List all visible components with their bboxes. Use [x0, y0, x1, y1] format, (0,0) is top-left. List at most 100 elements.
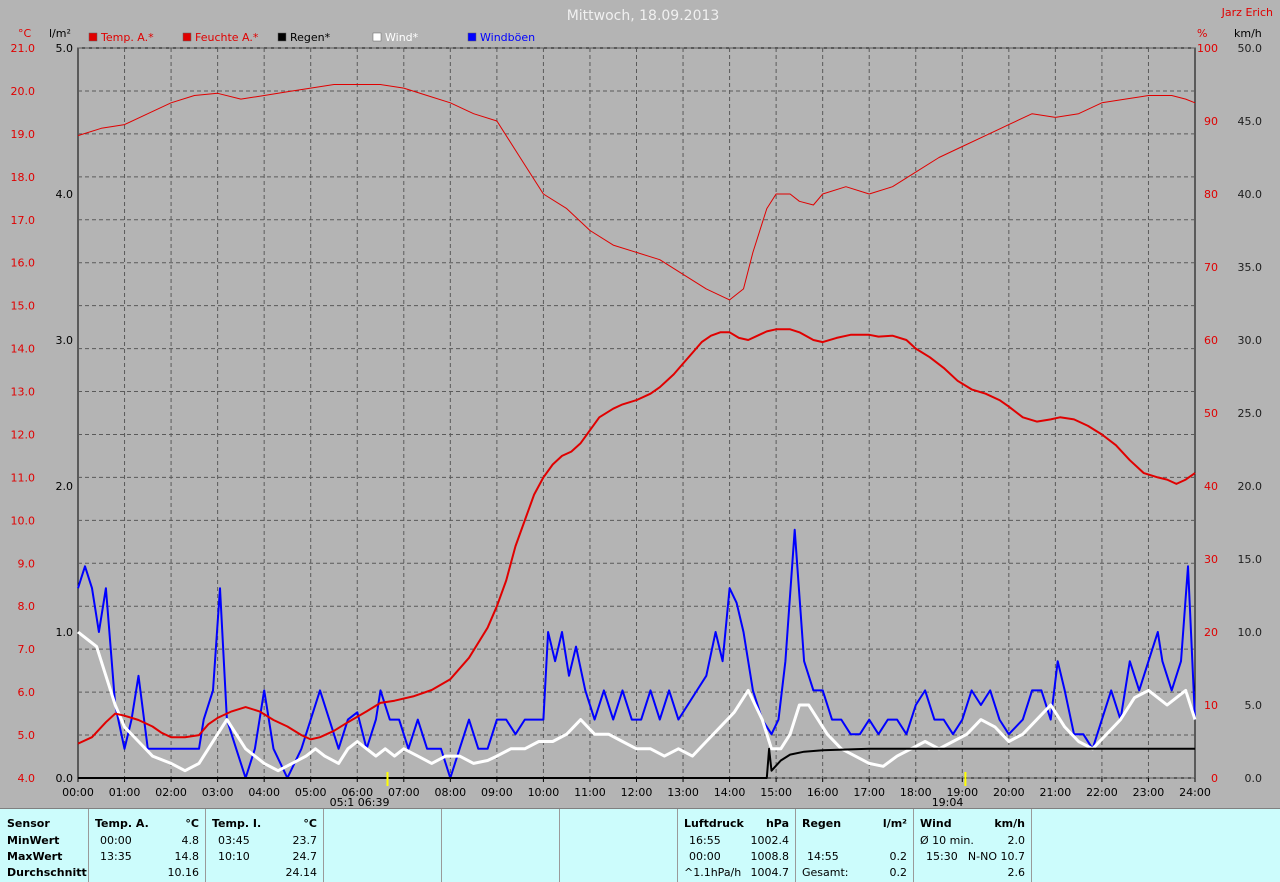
wind-avg10: 2.0 — [1007, 834, 1026, 847]
series-line-feuchte-a — [77, 84, 1196, 301]
temp-a-min-time: 00:00 — [100, 834, 132, 847]
humidity-tick-label: 30 — [1204, 553, 1218, 566]
wind-tick-label: 10.0 — [1238, 626, 1263, 639]
sensor-header: Sensor — [7, 817, 50, 830]
humidity-tick-label: 50 — [1204, 407, 1218, 420]
temp-tick-label: 9.0 — [18, 557, 36, 570]
humidity-tick-label: 20 — [1204, 626, 1218, 639]
sunrise-label: 05:1 06:39 — [330, 796, 390, 808]
temp-i-unit: °C — [303, 817, 317, 830]
humidity-tick-label: 70 — [1204, 261, 1218, 274]
series-group — [77, 84, 1197, 779]
time-tick-label: 22:00 — [1086, 786, 1118, 799]
time-tick-label: 02:00 — [155, 786, 187, 799]
wind-tick-label: 20.0 — [1238, 480, 1263, 493]
temp-tick-label: 11.0 — [11, 471, 36, 484]
sunset-label: 19:04 — [932, 796, 964, 808]
wind-tick-label: 45.0 — [1238, 115, 1263, 128]
temp-tick-label: 19.0 — [11, 128, 36, 141]
series-line-windb-en — [77, 528, 1196, 779]
luftdruck-max-time: 00:00 — [689, 850, 721, 863]
time-tick-label: 23:00 — [1133, 786, 1165, 799]
temp-i-min: 23.7 — [292, 834, 318, 847]
legend-swatch — [88, 32, 98, 42]
temp-tick-label: 4.0 — [18, 772, 36, 785]
rain-tick-label: 2.0 — [56, 480, 74, 493]
legend: Temp. A.* Feuchte A.* Regen* Wind* Windböen — [88, 31, 535, 44]
temp-tick-label: 17.0 — [11, 214, 36, 227]
stats-col-empty-3 — [560, 809, 678, 882]
temp-i-header: Temp. I. — [212, 817, 262, 830]
wind-avg: 2.6 — [1007, 866, 1026, 879]
rain-tick-label: 5.0 — [56, 42, 74, 55]
temp-a-unit: °C — [185, 817, 199, 830]
time-tick-label: 15:00 — [760, 786, 792, 799]
legend-label: Temp. A.* — [100, 31, 154, 44]
stats-col-empty-4 — [1032, 809, 1280, 882]
rain-tick-label: 3.0 — [56, 334, 74, 347]
wind-tick-label: 40.0 — [1238, 188, 1263, 201]
time-tick-label: 19:00 — [946, 786, 978, 799]
temp-tick-label: 10.0 — [11, 514, 36, 527]
time-tick-label: 18:00 — [900, 786, 932, 799]
temp-tick-label: 8.0 — [18, 600, 36, 613]
stats-col-empty-1 — [324, 809, 442, 882]
temp-a-avg: 10.16 — [167, 866, 200, 879]
time-axis: 00:00 01:00 02:00 03:00 04:00 05:00 06:00 07:00… — [62, 778, 1211, 799]
wind-unit: km/h — [994, 817, 1025, 830]
time-tick-label: 14:00 — [714, 786, 746, 799]
stats-col-temp-a: Temp. A. °C 00:00 4.8 13:35 14.8 10.16 — [89, 809, 206, 882]
unit-rain: l/m² — [49, 27, 71, 40]
row-label-min: MinWert — [7, 834, 60, 847]
stats-col-luftdruck: Luftdruck hPa 16:55 1002.4 00:00 1008.8 … — [678, 809, 796, 882]
time-tick-label: 11:00 — [574, 786, 606, 799]
regen-unit: l/m² — [882, 817, 907, 830]
time-tick-label: 00:00 — [62, 786, 94, 799]
regen-header: Regen — [802, 817, 842, 830]
temp-tick-label: 6.0 — [18, 686, 36, 699]
wind-tick-label: 5.0 — [1245, 699, 1263, 712]
temp-tick-label: 5.0 — [18, 729, 36, 742]
temp-axis: 21.0 20.0 19.0 18.0 17.0 16.0 15.0 14.0 13.0 12.0… — [11, 42, 36, 785]
stats-col-empty-2 — [442, 809, 560, 882]
luftdruck-min-time: 16:55 — [689, 834, 721, 847]
weather-chart: Mittwoch, 18.09.2013 Jarz Erich °C l/m² … — [11, 6, 1274, 808]
wind-tick-label: 35.0 — [1238, 261, 1263, 274]
unit-wind: km/h — [1234, 27, 1262, 40]
time-tick-label: 24:00 — [1179, 786, 1211, 799]
rain-tick-label: 4.0 — [56, 188, 74, 201]
time-tick-label: 04:00 — [248, 786, 280, 799]
rain-axis: 5.0 4.0 3.0 2.0 1.0 0.0 — [56, 42, 74, 785]
legend-label: Regen* — [290, 31, 331, 44]
humidity-tick-label: 40 — [1204, 480, 1218, 493]
luftdruck-trend: ^1.1hPa/h — [684, 866, 742, 879]
time-tick-label: 17:00 — [853, 786, 885, 799]
stats-col-regen: Regen l/m² 14:55 0.2 Gesamt: 0.2 — [796, 809, 914, 882]
wind-tick-label: 30.0 — [1238, 334, 1263, 347]
humidity-tick-label: 90 — [1204, 115, 1218, 128]
time-tick-label: 13:00 — [667, 786, 699, 799]
regen-max: 0.2 — [889, 850, 908, 863]
grid — [78, 47, 1195, 779]
temp-tick-label: 7.0 — [18, 643, 36, 656]
time-tick-label: 03:00 — [202, 786, 234, 799]
humidity-tick-label: 10 — [1204, 699, 1218, 712]
legend-swatch — [277, 32, 287, 42]
temp-i-min-time: 03:45 — [218, 834, 250, 847]
time-tick-label: 09:00 — [481, 786, 513, 799]
luftdruck-min: 1002.4 — [750, 834, 790, 847]
temp-tick-label: 18.0 — [11, 171, 36, 184]
stats-panel: Sensor MinWert MaxWert Durchschnitt Temp… — [0, 808, 1280, 882]
wind-avg10-label: Ø 10 min. — [920, 834, 974, 847]
time-tick-label: 05:00 — [295, 786, 327, 799]
legend-swatch — [182, 32, 192, 42]
temp-i-max-time: 10:10 — [218, 850, 250, 863]
wind-header: Wind — [920, 817, 952, 830]
humidity-tick-label: 100 — [1197, 42, 1218, 55]
time-tick-label: 06:00 — [341, 786, 373, 799]
time-tick-label: 21:00 — [1040, 786, 1072, 799]
luftdruck-max: 1008.8 — [750, 850, 790, 863]
unit-humidity: % — [1197, 27, 1207, 40]
time-tick-label: 10:00 — [528, 786, 560, 799]
temp-a-max-time: 13:35 — [100, 850, 132, 863]
